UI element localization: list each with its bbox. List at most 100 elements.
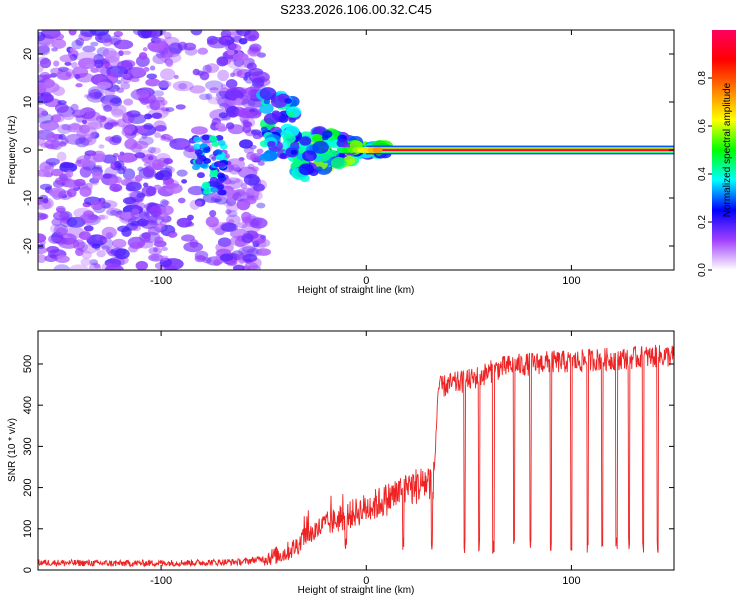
noise-blob: [134, 152, 146, 159]
noise-blob: [241, 216, 252, 224]
cluster-blob: [215, 184, 224, 191]
noise-blob: [138, 52, 148, 60]
noise-blob: [249, 108, 256, 113]
noise-blob: [160, 199, 169, 207]
colorbar-tick-label: 0.8: [697, 71, 708, 85]
transition-blob: [338, 152, 346, 158]
snr-ytick-label: 0: [22, 567, 34, 573]
noise-blob: [162, 179, 180, 189]
noise-blob: [226, 259, 236, 267]
cluster-blob: [210, 186, 219, 193]
noise-blob: [202, 64, 212, 74]
noise-blob: [41, 93, 54, 101]
noise-blob: [38, 169, 51, 177]
noise-blob: [122, 50, 132, 55]
snr-ytick-label: 500: [22, 355, 34, 373]
noise-blob: [71, 61, 78, 69]
noise-blob: [54, 103, 69, 113]
noise-blob: [79, 186, 92, 197]
noise-blob: [51, 38, 67, 49]
noise-blob: [229, 43, 238, 50]
noise-blob: [219, 253, 234, 262]
noise-blob: [38, 136, 46, 146]
transition-blob: [312, 134, 324, 143]
noise-blob: [165, 183, 183, 194]
noise-blob: [145, 78, 161, 87]
noise-blob: [58, 172, 72, 184]
noise-blob: [42, 198, 49, 204]
noise-blob: [161, 200, 170, 206]
snr-panel: -100 0 100 0 100 200 300 400 500 Height of strai…: [7, 330, 675, 596]
noise-blob: [44, 139, 60, 150]
noise-blob: [239, 187, 256, 197]
noise-blob: [81, 250, 92, 260]
transition-blob: [302, 150, 317, 162]
noise-blob: [143, 113, 153, 120]
snr-xlabel: Height of straight line (km): [298, 585, 415, 596]
noise-blob: [38, 254, 47, 264]
noise-blob: [55, 227, 67, 236]
colorbar: 0.0 0.2 0.4 0.6 0.8 Normalized spectral ampl…: [697, 30, 736, 277]
cluster-blob: [209, 176, 218, 183]
noise-blob: [143, 122, 154, 130]
noise-blob: [172, 80, 194, 92]
noise-blob: [46, 143, 55, 149]
noise-blob: [111, 134, 122, 144]
noise-blob: [246, 151, 256, 161]
noise-blob: [75, 72, 95, 83]
noise-blob: [256, 248, 272, 256]
noise-blob: [102, 38, 113, 47]
noise-blob: [110, 104, 127, 116]
transition-blob: [263, 99, 271, 105]
transition-blob: [263, 113, 279, 125]
noise-blob: [58, 190, 73, 201]
noise-blob: [110, 247, 127, 257]
noise-blob: [131, 225, 142, 232]
noise-blob: [117, 60, 133, 72]
transition-blob: [287, 111, 295, 117]
cluster-blob: [193, 136, 202, 143]
noise-blob: [135, 89, 150, 98]
noise-blob: [76, 129, 88, 138]
cluster-blob: [217, 162, 226, 169]
noise-blob: [122, 73, 131, 79]
noise-blob: [116, 163, 122, 169]
colorbar-label: Normalized spectral amplitude: [722, 82, 733, 217]
noise-blob: [87, 86, 104, 98]
noise-blob: [59, 54, 75, 63]
snr-xtick-label: -100: [150, 575, 172, 587]
noise-blob: [176, 169, 188, 177]
noise-blob: [117, 40, 125, 47]
noise-blob: [159, 220, 167, 227]
transition-blob: [299, 136, 312, 146]
noise-blob: [85, 63, 94, 68]
transition-blob: [312, 140, 329, 154]
figure-title: S233.2026.106.00.32.C45: [280, 2, 432, 17]
noise-blob: [152, 90, 164, 97]
noise-blob: [135, 260, 149, 270]
snr-ticks: -100 0 100 0 100 200 300 400 500: [22, 331, 674, 587]
noise-blob: [131, 66, 146, 78]
spectrogram-ytick-label: -20: [22, 238, 34, 254]
cluster-blob: [216, 172, 225, 179]
noise-blob: [116, 80, 122, 85]
noise-blob: [147, 226, 161, 236]
noise-blob: [129, 241, 144, 250]
transition-blob: [316, 166, 323, 172]
noise-blob: [123, 98, 134, 106]
spectrogram-xtick-label: 100: [562, 275, 580, 287]
transition-blob: [267, 140, 276, 148]
noise-blob: [109, 97, 123, 107]
noise-blob: [65, 71, 73, 78]
noise-blob: [74, 109, 86, 116]
noise-blob: [195, 255, 207, 262]
transition-blob: [260, 126, 268, 132]
noise-blob: [149, 65, 156, 71]
noise-blob: [55, 255, 70, 264]
noise-blob: [242, 121, 253, 128]
noise-blob: [104, 166, 118, 179]
cluster-blob: [194, 158, 203, 165]
noise-blob: [197, 47, 209, 55]
noise-blob: [205, 216, 219, 228]
